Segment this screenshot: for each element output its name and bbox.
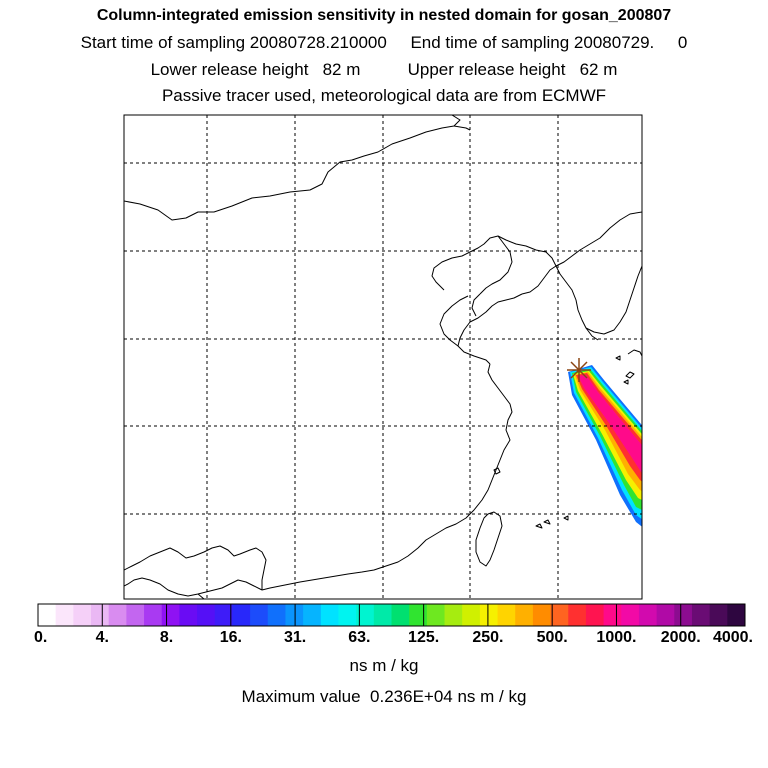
colorbar-tick-label: 250. [472, 629, 504, 646]
map-title: Column-integrated emission sensitivity i… [96, 7, 672, 24]
colorbar-swatch [691, 604, 711, 626]
colorbar-tick-label: 63. [348, 629, 371, 646]
colorbar-swatch [373, 604, 392, 626]
colorbar-units: ns m / kg [349, 656, 419, 675]
colorbar-swatch [462, 604, 481, 626]
colorbar-tick-label: 2000. [660, 629, 701, 646]
colorbar-swatch [55, 604, 74, 626]
colorbar-swatch [727, 604, 746, 626]
colorbar-swatch [179, 604, 198, 626]
colorbar-swatch [409, 604, 428, 626]
colorbar-swatch [497, 604, 516, 626]
sampling-time-line: Start time of sampling 20080728.210000 E… [80, 33, 688, 52]
lat-lon-grid [124, 115, 642, 599]
plume-band-core [578, 375, 642, 473]
colorbar-swatch [444, 604, 463, 626]
colorbar-tick-label: 125. [408, 629, 440, 646]
release-height-line: Lower release height 82 m Upper release … [150, 60, 618, 79]
colorbar-swatch [161, 604, 180, 626]
colorbar-swatch [232, 604, 251, 626]
colorbar-swatch [585, 604, 605, 626]
colorbar-swatch [108, 604, 127, 626]
colorbar-swatch [214, 604, 233, 626]
colorbar-swatch [391, 604, 410, 626]
colorbar-swatch [38, 604, 57, 626]
colorbar-swatch [550, 604, 569, 626]
colorbar-swatch [674, 604, 693, 626]
colorbar-swatch [603, 604, 622, 626]
colorbar-swatch [356, 604, 375, 626]
colorbar-swatch [250, 604, 269, 626]
release-point-marker [567, 358, 591, 382]
map-content [124, 115, 642, 599]
colorbar-swatch [91, 604, 110, 626]
colorbar-tick-label: 16. [219, 629, 242, 646]
colorbar-frame [37, 603, 746, 627]
emission-plume [568, 365, 642, 527]
colorbar-swatch [144, 604, 163, 626]
colorbar-swatch [638, 604, 658, 626]
tracer-info-line: Passive tracer used, meteorological data… [161, 86, 607, 105]
colorbar-swatch [338, 604, 357, 626]
colorbar-swatch [709, 604, 728, 626]
colorbar-tick-label: 0. [34, 629, 48, 646]
colorbar [37, 603, 746, 627]
colorbar-swatch [426, 604, 446, 626]
colorbar-swatch [267, 604, 286, 626]
coastlines [124, 115, 642, 599]
colorbar-swatch [479, 604, 499, 626]
colorbar-tick-label: 8. [159, 629, 174, 646]
colorbar-swatch [568, 604, 587, 626]
map-frame [123, 114, 643, 600]
colorbar-swatch [532, 604, 552, 626]
colorbar-swatch [126, 604, 145, 626]
colorbar-swatch [515, 604, 534, 626]
colorbar-swatch [73, 604, 92, 626]
colorbar-tick-label: 4. [95, 629, 109, 646]
colorbar-tick-label: 31. [283, 629, 307, 646]
colorbar-swatch [656, 604, 675, 626]
colorbar-tick-label: 500. [536, 629, 568, 646]
colorbar-swatch [320, 604, 339, 626]
colorbar-swatch [303, 604, 322, 626]
colorbar-swatch [621, 604, 640, 626]
colorbar-swatch [197, 604, 216, 626]
maximum-value-text: Maximum value 0.236E+04 ns m / kg [241, 687, 527, 706]
colorbar-swatch [285, 604, 304, 626]
colorbar-tick-label: 1000. [596, 629, 637, 646]
colorbar-tick-label: 4000. [712, 629, 754, 646]
plume-band-red [576, 373, 642, 482]
